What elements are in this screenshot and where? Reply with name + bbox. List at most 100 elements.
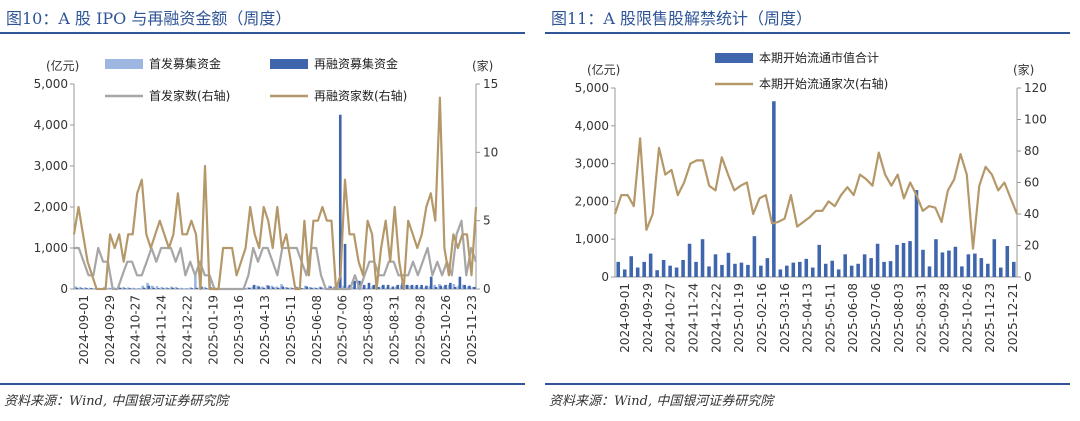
bar bbox=[830, 260, 834, 277]
x-tick-label: 2024-12-22 bbox=[180, 295, 194, 365]
bar bbox=[166, 288, 170, 289]
bar bbox=[141, 285, 145, 289]
source-note: 资料来源：Wind, 中国银河证券研究院 bbox=[549, 394, 774, 409]
legend-label: 本期开始流通市值合计 bbox=[759, 50, 879, 65]
bar bbox=[281, 286, 285, 289]
bar bbox=[687, 243, 692, 277]
chart-title: 图11：A 股限售股解禁统计（周度） bbox=[551, 9, 813, 28]
bar bbox=[79, 286, 82, 289]
bar bbox=[155, 286, 159, 289]
x-tick-label: 2025-05-11 bbox=[284, 295, 298, 365]
bar bbox=[90, 288, 93, 289]
bar bbox=[973, 253, 977, 277]
bar bbox=[862, 254, 867, 277]
bar bbox=[142, 287, 146, 289]
bar bbox=[836, 269, 841, 277]
bar bbox=[914, 190, 919, 277]
x-tick-label: 2025-10-26 bbox=[960, 283, 974, 353]
x-tick-label: 2024-11-24 bbox=[686, 283, 700, 353]
y-tick-label-right: 20 bbox=[1024, 239, 1039, 253]
bar bbox=[772, 101, 776, 277]
bar bbox=[161, 288, 165, 289]
bar bbox=[629, 256, 633, 277]
x-tick-label: 2024-09-29 bbox=[641, 283, 655, 353]
bar bbox=[160, 286, 164, 289]
bar bbox=[635, 267, 640, 277]
bar bbox=[1005, 246, 1010, 277]
y-tick-label-left: 2,000 bbox=[575, 194, 609, 208]
x-tick-label: 2025-11-23 bbox=[465, 295, 479, 365]
bar bbox=[759, 265, 763, 277]
bar bbox=[700, 239, 705, 277]
y-tick-label-left: 4,000 bbox=[34, 118, 68, 132]
footer-divider bbox=[545, 383, 1070, 385]
bar bbox=[823, 263, 828, 277]
bar bbox=[150, 285, 154, 289]
y-tick-label-left: 1,000 bbox=[34, 241, 68, 255]
bar bbox=[791, 262, 796, 277]
bar bbox=[733, 263, 737, 277]
y-tick-label-right: 60 bbox=[1024, 176, 1039, 190]
bar bbox=[798, 261, 802, 277]
bar bbox=[444, 284, 447, 289]
x-tick-label: 2025-07-06 bbox=[869, 283, 883, 353]
y-axis-left-unit: (亿元) bbox=[46, 58, 79, 73]
lockup-expiry-chart: 0 1,000 2,000 3,000 4,000 5,000 0 20 40 60 80 100 12… bbox=[575, 50, 1047, 353]
bar bbox=[275, 286, 279, 289]
bar bbox=[262, 287, 266, 289]
bar bbox=[895, 244, 899, 277]
bar bbox=[291, 288, 294, 289]
bar bbox=[252, 284, 256, 289]
x-tick-label: 2024-11-24 bbox=[155, 295, 169, 365]
bar bbox=[343, 243, 347, 289]
x-tick-label: 2025-04-13 bbox=[258, 295, 272, 365]
x-tick-label: 2025-06-08 bbox=[310, 295, 324, 365]
title-divider bbox=[545, 32, 1070, 34]
x-tick-label: 2024-09-01 bbox=[618, 283, 632, 353]
bar bbox=[986, 263, 990, 277]
bar bbox=[415, 284, 419, 289]
bar bbox=[310, 287, 313, 289]
bar bbox=[458, 276, 462, 289]
x-tick-label: 2025-06-08 bbox=[846, 283, 860, 353]
bar bbox=[300, 288, 304, 289]
bar bbox=[174, 286, 178, 289]
bar bbox=[425, 285, 428, 289]
x-tick-label: 2024-10-27 bbox=[664, 283, 678, 353]
bar bbox=[622, 269, 627, 277]
legend-label: 再融资家数(右轴) bbox=[314, 88, 407, 103]
y-tick-label-left: 4,000 bbox=[575, 119, 609, 133]
bar bbox=[353, 280, 356, 289]
y-axis-right-unit: (家) bbox=[472, 58, 493, 73]
series-line bbox=[74, 219, 478, 291]
chart-panel-lockup-expiry: 图11：A 股限售股解禁统计（周度） 0 1,000 2,000 3,000 4,000… bbox=[545, 0, 1075, 421]
bar bbox=[319, 287, 323, 289]
x-tick-label: 2025-03-16 bbox=[232, 295, 246, 365]
bar bbox=[778, 269, 783, 277]
bar bbox=[849, 265, 854, 277]
bar bbox=[901, 242, 906, 277]
y-tick-label-left: 5,000 bbox=[34, 77, 68, 91]
y-axis-left-unit: (亿元) bbox=[587, 62, 620, 77]
bar bbox=[468, 285, 471, 289]
bar bbox=[382, 284, 385, 289]
bar bbox=[248, 287, 251, 289]
x-tick-label: 2025-09-28 bbox=[938, 283, 952, 353]
y-tick-label-right: 10 bbox=[483, 145, 498, 159]
bar bbox=[329, 286, 333, 289]
bar bbox=[410, 284, 414, 289]
bar bbox=[449, 282, 452, 289]
bar bbox=[131, 287, 135, 289]
footer-divider bbox=[0, 383, 525, 385]
bar bbox=[694, 261, 698, 277]
bar bbox=[934, 239, 938, 277]
y-axis-right-unit: (家) bbox=[1013, 62, 1034, 77]
chart-title: 图10：A 股 IPO 与再融资金额（周度） bbox=[6, 9, 292, 28]
bar bbox=[190, 288, 194, 289]
bar bbox=[271, 287, 275, 289]
bar bbox=[1011, 261, 1016, 277]
bar bbox=[979, 258, 984, 277]
bar bbox=[195, 287, 199, 289]
bar bbox=[315, 288, 318, 289]
bar bbox=[940, 252, 945, 277]
